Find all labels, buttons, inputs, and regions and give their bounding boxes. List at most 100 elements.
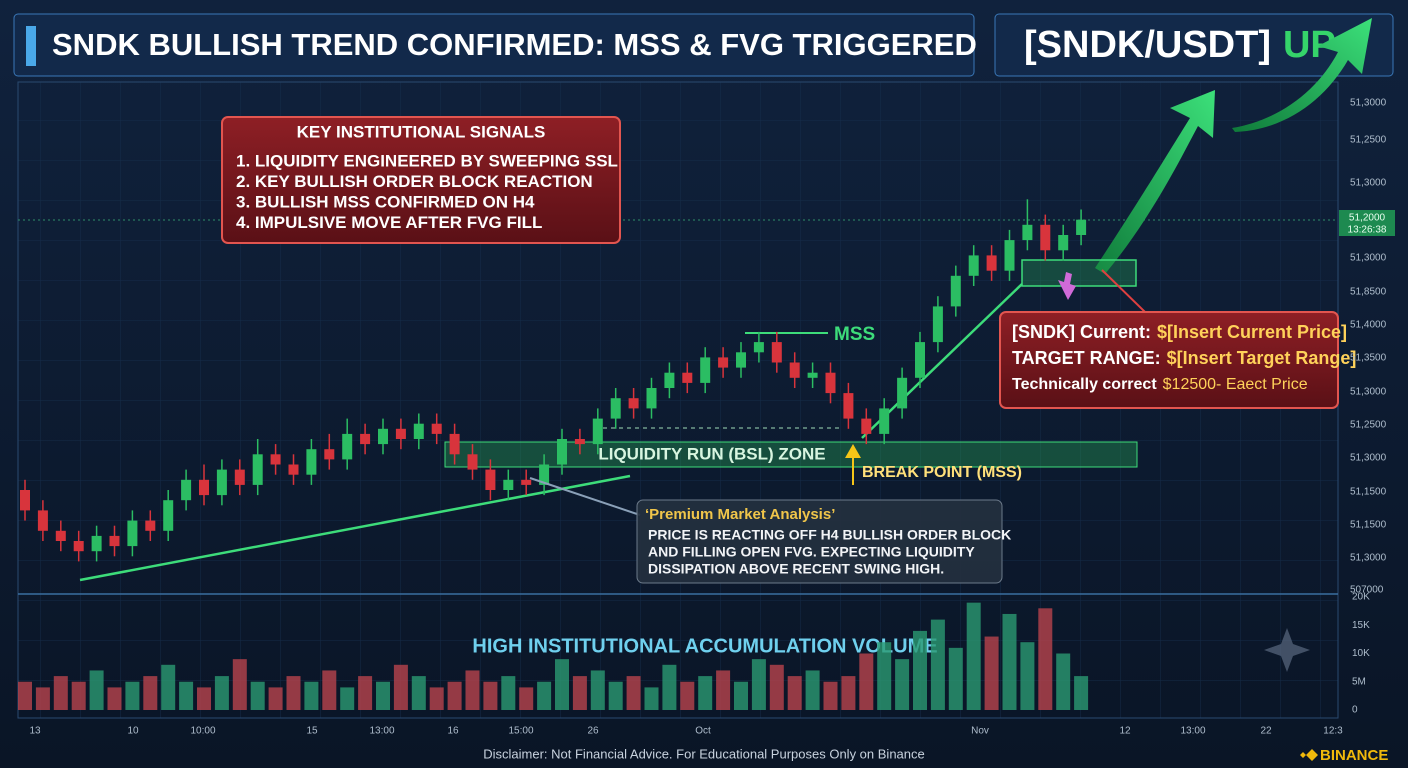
premium-title: ‘Premium Market Analysis’ — [645, 506, 835, 523]
volume-bar — [429, 687, 444, 710]
candle-body — [55, 530, 66, 541]
price-label: 507000 — [1350, 585, 1384, 596]
volume-bar — [53, 676, 68, 710]
candle-body — [539, 464, 550, 485]
signals-box — [221, 116, 621, 244]
volume-bar — [572, 676, 587, 710]
pair-box — [994, 13, 1394, 77]
candle-body — [431, 423, 442, 434]
candle-body — [1040, 224, 1051, 251]
candle-body — [163, 500, 174, 531]
order-block — [1021, 259, 1137, 287]
volume-axis-label: 20K — [1352, 592, 1370, 603]
candle-body — [395, 428, 406, 439]
candle-body — [145, 520, 156, 531]
candle-body — [449, 433, 460, 455]
candle-body — [753, 342, 764, 353]
x-tick-label: 13 — [29, 726, 41, 737]
price-label: 51,4000 — [1350, 320, 1387, 331]
volume-axis-label: 5M — [1352, 676, 1366, 687]
candle-body — [736, 352, 746, 368]
candles — [20, 199, 1087, 562]
candle-body — [360, 433, 371, 445]
volume-bar — [107, 687, 122, 710]
candle-body — [270, 454, 281, 465]
price-label: 51,1500 — [1350, 487, 1387, 498]
price-label: 51,3000 — [1350, 98, 1387, 109]
volume-bar — [644, 687, 659, 710]
x-tick-label: 22 — [1260, 726, 1272, 737]
signal-item: 4. IMPULSIVE MOVE AFTER FVG FILL — [236, 213, 542, 232]
volume-bar — [662, 664, 677, 710]
candle-body — [789, 362, 800, 378]
candle-body — [574, 439, 585, 445]
candle-body — [342, 433, 353, 460]
x-tick-label: 15:00 — [508, 726, 533, 737]
volume-bar — [286, 676, 301, 710]
price-label: 51,3000 — [1350, 553, 1387, 564]
volume-axis-label: 15K — [1352, 620, 1370, 631]
candle-body — [646, 388, 657, 409]
candle-body — [950, 275, 961, 307]
volume-bar — [1020, 642, 1035, 710]
volume-bar — [143, 676, 158, 710]
volume-bar — [447, 681, 462, 710]
premium-box — [636, 499, 1003, 584]
x-tick-label: 15 — [306, 726, 318, 737]
candle-body — [843, 393, 854, 419]
volume-bar — [358, 676, 373, 710]
signal-item: 2. KEY BULLISH ORDER BLOCK REACTION — [236, 172, 593, 191]
candle-body — [1022, 224, 1033, 241]
volume-bar — [877, 642, 892, 710]
info-value: $12500- Eaect Price — [1163, 376, 1308, 393]
info-value: $[Insert Target Range] — [1167, 348, 1357, 368]
x-tick-label: 12 — [1119, 726, 1131, 737]
x-tick-label: 12:3 — [1323, 726, 1343, 737]
volume-bar — [930, 619, 945, 710]
info-value: $[Insert Current Price] — [1157, 322, 1347, 342]
volume-bar — [966, 602, 981, 710]
price-label: 51,3000 — [1350, 387, 1387, 398]
volume-bar — [680, 681, 695, 710]
premium-line: AND FILLING OPEN FVG. EXPECTING LIQUIDIT… — [648, 544, 975, 560]
info-label: TARGET RANGE: — [1012, 348, 1161, 368]
brand: BINANCE — [1320, 747, 1388, 764]
candle-body — [771, 342, 782, 363]
break-label: BREAK POINT (MSS) — [862, 464, 1022, 481]
candle-body — [216, 469, 227, 496]
volume-bar — [1074, 676, 1089, 710]
candle-body — [897, 377, 908, 409]
volume-bar — [590, 670, 605, 710]
volume-bar — [179, 681, 194, 710]
volume-bar — [698, 676, 713, 710]
info-label: Technically correct — [1012, 376, 1157, 393]
title-accent — [26, 26, 36, 66]
x-tick-label: Nov — [971, 726, 989, 737]
volume-bar — [411, 676, 426, 710]
price-label: 51,1500 — [1350, 520, 1387, 531]
volume-bar — [322, 670, 337, 710]
brand-logo — [1300, 749, 1318, 761]
sparkle — [1264, 628, 1310, 672]
volume-bar — [340, 687, 355, 710]
candle-body — [288, 464, 299, 475]
volume-bar — [519, 687, 534, 710]
candle-body — [467, 454, 478, 470]
signal-item: 3. BULLISH MSS CONFIRMED ON H4 — [236, 192, 535, 211]
volume-axis-label: 0 — [1352, 705, 1358, 716]
candle-body — [968, 255, 979, 276]
volume-bar — [841, 676, 856, 710]
volume-bar — [89, 670, 104, 710]
candle-body — [1076, 219, 1087, 235]
volume-bar — [984, 636, 999, 710]
volume — [18, 602, 1089, 710]
volume-bar — [716, 670, 731, 710]
volume-label: HIGH INSTITUTIONAL ACCUMULATION VOLUME — [472, 635, 937, 657]
x-tick-label: 10:00 — [190, 726, 215, 737]
volume-bar — [734, 681, 748, 710]
candle-body — [879, 408, 890, 434]
volume-bar — [608, 681, 623, 710]
candle-body — [199, 479, 209, 496]
price-label: 51,2500 — [1350, 135, 1387, 146]
